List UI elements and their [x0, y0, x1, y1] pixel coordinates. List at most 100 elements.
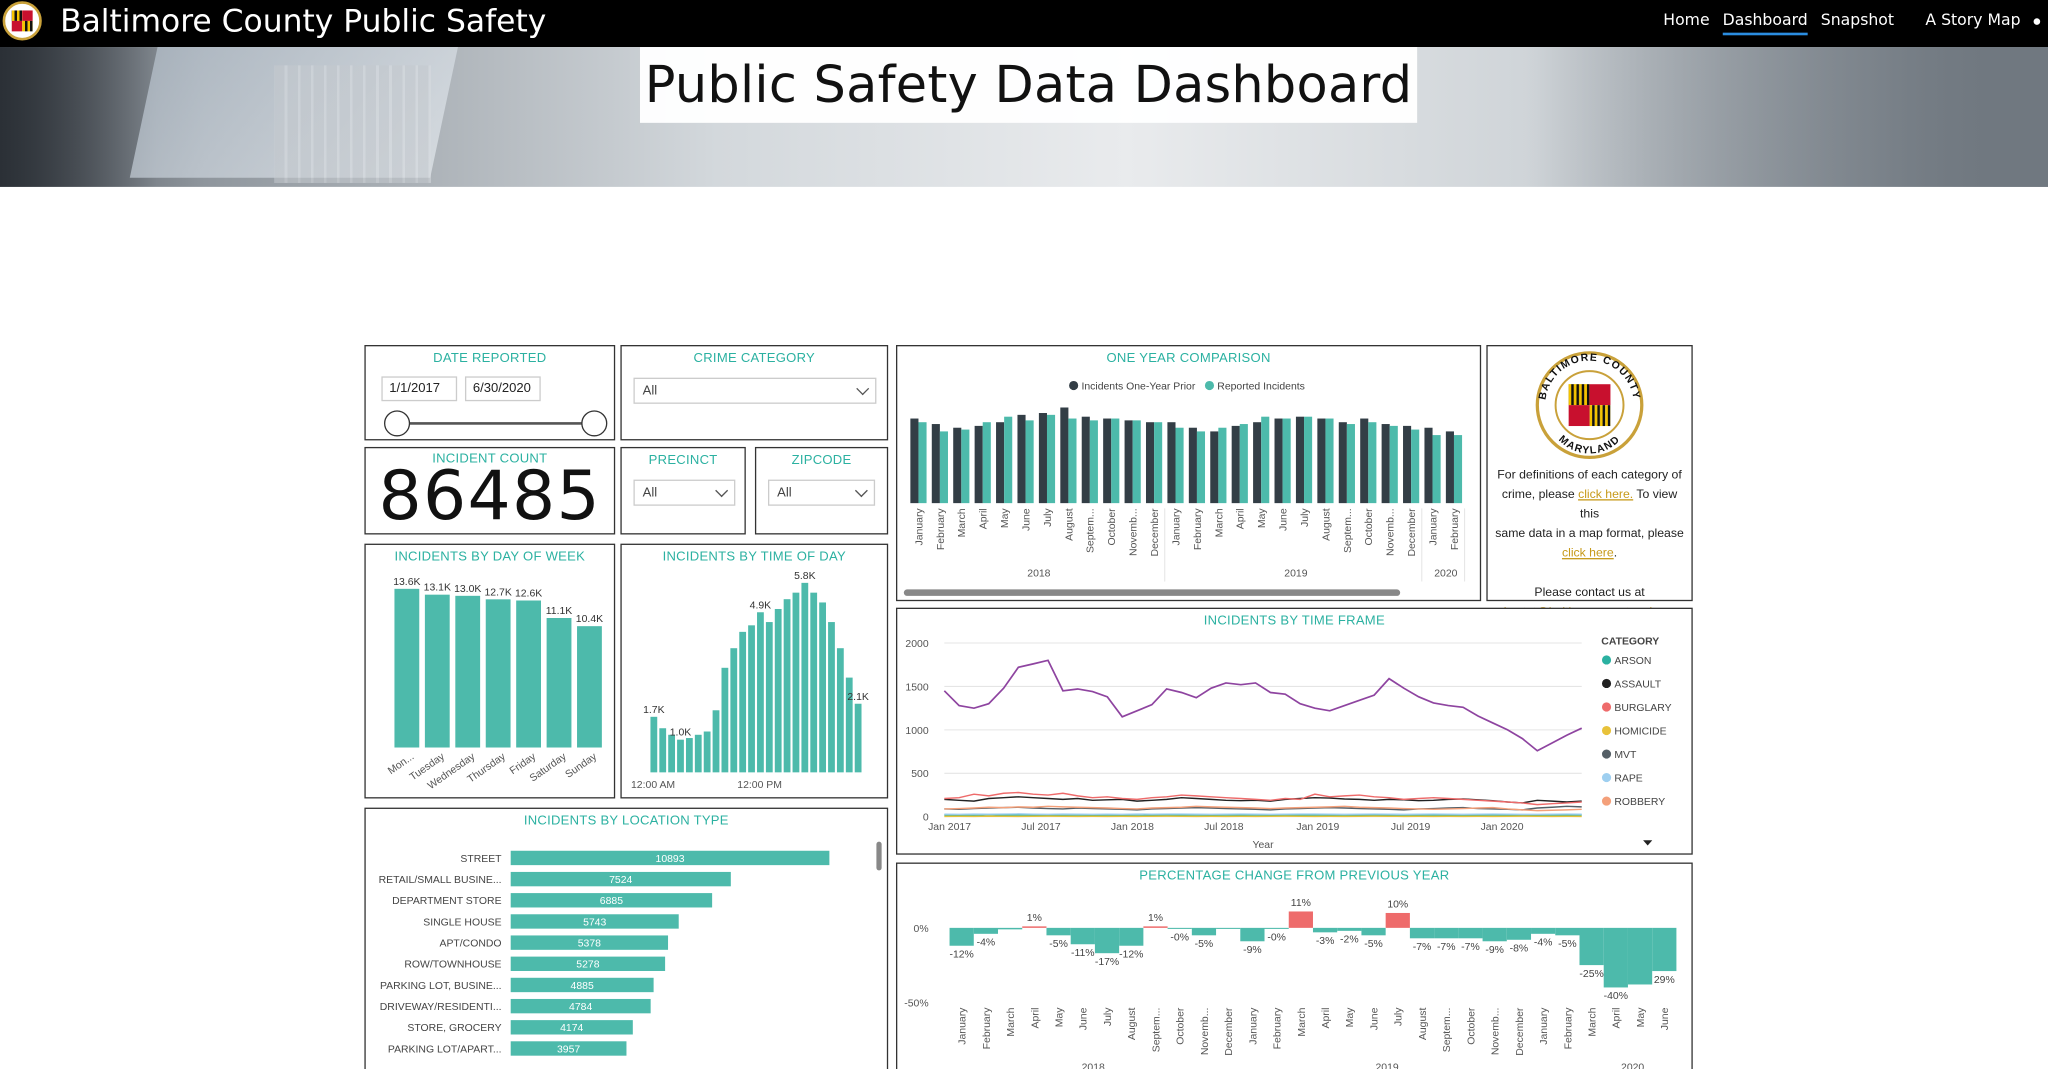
- year-label: 2020: [1621, 1062, 1644, 1069]
- hour-bar: [810, 592, 818, 773]
- change-bar: [1652, 927, 1677, 972]
- date-reported-panel: DATE REPORTED 1/1/2017 6/30/2020: [364, 345, 616, 441]
- x-tick-label: Jul 2019: [1391, 822, 1431, 833]
- month-tick-label: May: [1000, 508, 1011, 529]
- change-label: 1%: [1148, 913, 1163, 924]
- change-label: -8%: [1510, 944, 1529, 955]
- legend-reported-label: Reported Incidents: [1217, 381, 1305, 392]
- contact-line-3: same data in a map format, please: [1495, 525, 1684, 540]
- reported-bar: [918, 422, 927, 504]
- month-tick-label: April: [1236, 508, 1247, 529]
- prior-bar: [1295, 416, 1305, 504]
- change-bar: [949, 927, 974, 946]
- end-date-input[interactable]: 6/30/2020: [464, 376, 541, 402]
- nav-story-map[interactable]: A Story Map: [1925, 10, 2021, 29]
- change-label: -7%: [1437, 942, 1456, 953]
- location-bar: [510, 998, 651, 1014]
- site-title[interactable]: Baltimore County Public Safety: [60, 2, 547, 40]
- location-category-label: DRIVEWAY/RESIDENTI...: [380, 1002, 502, 1013]
- nav-more-dot-icon[interactable]: [2033, 18, 2041, 25]
- month-tick-label: February: [1273, 1007, 1284, 1050]
- prior-bar: [1231, 425, 1240, 504]
- hour-bar: [845, 677, 853, 773]
- day-bar: [394, 588, 420, 748]
- one-year-comparison-chart: Incidents One-Year Prior Reported Inciden…: [903, 380, 1466, 596]
- month-tick-label: July: [1394, 1007, 1405, 1026]
- hour-bar: [774, 608, 782, 773]
- month-tick-label: July: [1043, 508, 1054, 527]
- percent-change-chart: 0% -50% -12% January -4% February March 1% April…: [904, 898, 1677, 1069]
- definitions-link[interactable]: click here.: [1578, 486, 1634, 501]
- hour-bar: [677, 739, 684, 773]
- change-label: -5%: [1364, 939, 1383, 950]
- location-bar-value: 5278: [576, 960, 599, 971]
- month-tick-label: December: [1224, 1007, 1235, 1056]
- zipcode-panel: ZIPCODE All: [754, 446, 889, 535]
- day-bar: [424, 594, 450, 748]
- day-bar-label: 12.7K: [485, 587, 512, 598]
- month-tick-label: May: [1257, 508, 1268, 529]
- month-tick-label: October: [1176, 1007, 1187, 1045]
- prior-bar: [1145, 422, 1155, 504]
- change-label: -5%: [1049, 939, 1068, 950]
- nav-snapshot[interactable]: Snapshot: [1820, 10, 1895, 29]
- reported-bar: [1389, 425, 1398, 504]
- hour-bar-label: 4.9K: [750, 600, 772, 611]
- legend-dot-icon: [1601, 655, 1612, 665]
- zipcode-dropdown[interactable]: All: [767, 479, 876, 506]
- change-bar: [1264, 927, 1289, 929]
- month-tick-label: January: [1539, 1007, 1550, 1045]
- hour-bar-label: 2.1K: [847, 692, 869, 703]
- location-bar-value: 10893: [656, 854, 685, 865]
- crime-category-dropdown[interactable]: All: [633, 377, 877, 404]
- precinct-dropdown[interactable]: All: [633, 479, 736, 506]
- month-tick-label: Septem...: [1343, 508, 1354, 553]
- contact-line-2b: To view this: [1580, 486, 1678, 521]
- change-bar: [973, 927, 999, 934]
- date-slider-end-handle[interactable]: [581, 410, 608, 437]
- prior-bar: [1403, 425, 1412, 504]
- location-bar: [510, 935, 669, 950]
- legend-dot-icon: [1601, 678, 1612, 689]
- map-format-link[interactable]: click here: [1561, 544, 1614, 560]
- month-tick-label: October: [1466, 1007, 1477, 1045]
- prior-bar: [1081, 416, 1090, 504]
- month-tick-label: March: [957, 508, 968, 537]
- chevron-down-icon: [856, 382, 870, 396]
- legend-dot-icon: [1601, 702, 1612, 712]
- change-bar: [1022, 926, 1047, 928]
- month-tick-label: December: [1407, 508, 1418, 557]
- nav-home[interactable]: Home: [1663, 10, 1710, 29]
- day-bar: [516, 600, 541, 748]
- change-label: -5%: [1195, 939, 1214, 950]
- start-date-input[interactable]: 1/1/2017: [381, 376, 458, 402]
- series-line: [943, 659, 1583, 752]
- month-tick-label: April: [1321, 1008, 1332, 1029]
- county-seal-logo[interactable]: [2, 1, 42, 41]
- month-tick-label: March: [1297, 1007, 1308, 1036]
- month-tick-label: January: [1248, 1007, 1259, 1045]
- month-tick-label: Novemb...: [1491, 1008, 1502, 1056]
- month-tick-label: December: [1515, 1007, 1526, 1056]
- change-label: 11%: [1291, 898, 1311, 909]
- hour-bar: [792, 592, 800, 773]
- month-tick-label: October: [1107, 508, 1118, 546]
- date-slider-start-handle[interactable]: [383, 410, 411, 437]
- location-category-label: RETAIL/SMALL BUSINE...: [379, 875, 502, 886]
- prior-bar: [1017, 414, 1026, 504]
- location-category-label: PARKING LOT, BUSINE...: [380, 981, 502, 992]
- legend-dot-icon: [1601, 749, 1612, 759]
- reported-bar: [982, 422, 991, 504]
- crime-category-panel: CRIME CATEGORY All: [620, 345, 889, 441]
- y-tick-label: 2000: [905, 639, 928, 650]
- nav-dashboard[interactable]: Dashboard: [1722, 10, 1808, 36]
- change-bar: [1506, 927, 1532, 940]
- month-tick-label: January: [914, 508, 925, 546]
- month-tick-label: August: [1321, 508, 1332, 541]
- reported-bar: [1282, 418, 1291, 504]
- hour-bar: [659, 728, 667, 773]
- prior-bar: [1167, 422, 1176, 504]
- change-bar: [1434, 927, 1459, 939]
- month-tick-label: June: [1021, 508, 1032, 531]
- date-slider-track[interactable]: [397, 422, 593, 425]
